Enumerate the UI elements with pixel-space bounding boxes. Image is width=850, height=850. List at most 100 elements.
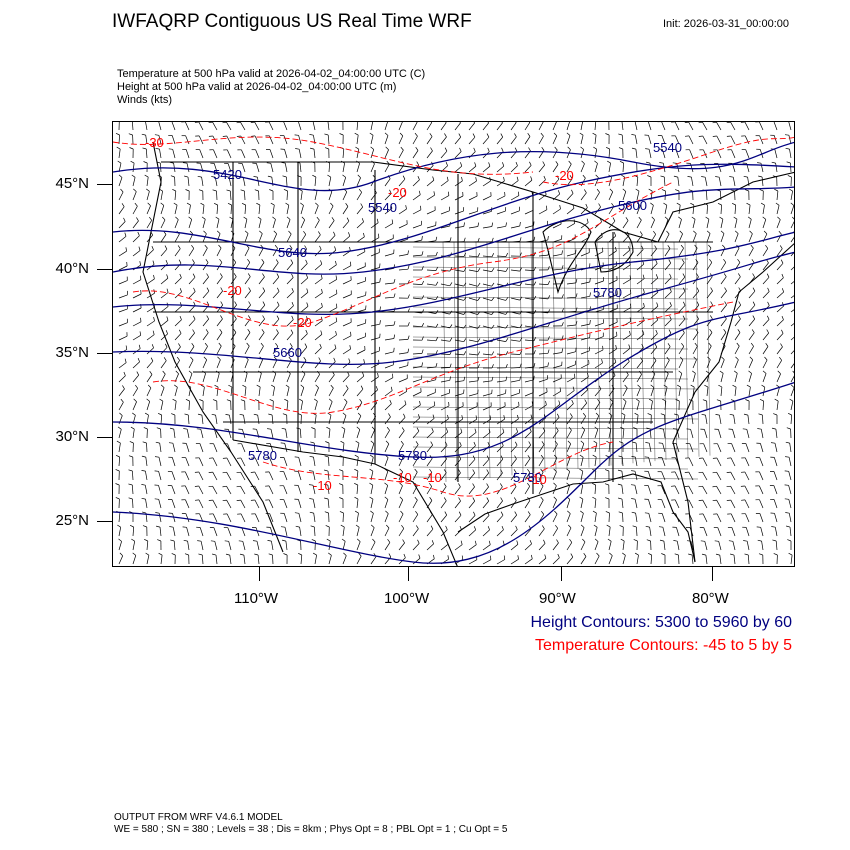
wind-barb [742, 526, 750, 537]
wind-barb [762, 287, 770, 299]
wind-barb [142, 525, 148, 537]
wind-barb [370, 278, 381, 285]
wind-barb [356, 552, 362, 565]
wind-barb [342, 331, 352, 341]
wind-barb [309, 498, 316, 509]
wind-barb [324, 469, 330, 481]
wind-barb [731, 202, 737, 215]
wind-barb [300, 302, 309, 313]
county-line [497, 241, 502, 477]
wind-barb [314, 260, 323, 271]
wind-barb [280, 442, 288, 453]
wind-barb [729, 176, 736, 187]
wind-barb [202, 259, 209, 271]
wind-barb [454, 363, 466, 369]
wind-barb [296, 539, 302, 551]
wind-barb [118, 217, 126, 229]
wind-barb [250, 471, 260, 481]
wind-barb [660, 413, 666, 425]
county-line [442, 241, 447, 483]
wind-barb [788, 122, 792, 131]
wind-barb [621, 122, 624, 131]
wind-barb [132, 289, 142, 299]
wind-barb [510, 161, 518, 173]
wind-barb [200, 202, 205, 215]
lat-tick [97, 184, 112, 185]
wind-barb [325, 525, 330, 537]
wind-barb [592, 454, 597, 467]
wind-barb [713, 149, 722, 159]
wind-barb [650, 370, 656, 383]
wind-barb [200, 384, 205, 397]
wind-barb [658, 512, 666, 523]
wind-barb [774, 188, 779, 201]
wind-barb [440, 511, 448, 523]
wind-barb [636, 384, 641, 397]
wind-barb [272, 273, 280, 285]
wind-barb [412, 525, 419, 537]
wind-barb [214, 384, 219, 397]
wind-barb [426, 266, 439, 271]
wind-barb [342, 276, 352, 285]
wind-barb [566, 321, 578, 327]
wind-barb [566, 496, 571, 509]
wind-barb [482, 268, 495, 272]
wind-barb [524, 511, 531, 523]
wind-barb [300, 274, 309, 285]
wind-barb [426, 206, 436, 215]
wind-barb [720, 230, 725, 243]
wind-barb [314, 302, 323, 313]
wind-barb [757, 428, 764, 439]
wind-barb [566, 440, 572, 453]
wind-barb [762, 301, 770, 313]
wind-barb [468, 351, 481, 356]
wind-barb [356, 188, 362, 201]
wind-barb [183, 539, 190, 551]
wind-barb [510, 252, 522, 257]
wind-barb [370, 320, 381, 327]
wind-barb [732, 384, 737, 397]
wind-barb [788, 552, 793, 565]
wind-barb [726, 135, 736, 145]
wind-barb [258, 342, 264, 355]
temperature-contour [542, 136, 794, 186]
height-contour [113, 231, 794, 316]
wind-barb [244, 328, 251, 341]
wind-barb [741, 513, 750, 523]
wind-barb [650, 343, 658, 355]
wind-barb [748, 356, 754, 369]
wind-barb [116, 440, 121, 453]
wind-barb [384, 321, 396, 327]
wind-barb [566, 146, 571, 159]
wind-barb [171, 413, 176, 425]
wind-barb [183, 428, 190, 439]
wind-barb [646, 427, 652, 439]
wind-barb [618, 511, 624, 523]
wind-barb [174, 329, 182, 341]
wind-barb [132, 275, 142, 285]
wind-barb [412, 414, 421, 425]
wind-barb [482, 253, 495, 258]
wind-barb [130, 426, 135, 439]
wind-barb [115, 132, 120, 145]
wind-barb [664, 356, 670, 369]
wind-barb [342, 188, 348, 201]
wind-barb [618, 455, 624, 467]
wind-barb [496, 415, 505, 425]
wind-barb [194, 471, 204, 481]
wind-barb [699, 527, 708, 537]
wind-barb [155, 512, 162, 523]
wind-barb [326, 426, 331, 439]
wind-barb [510, 206, 520, 215]
wind-barb [776, 302, 785, 313]
wind-barb [592, 510, 597, 523]
wind-barb [454, 267, 467, 272]
wind-barb [115, 483, 120, 495]
wind-barb [510, 389, 521, 397]
wind-barb [171, 122, 176, 131]
wind-barb [294, 134, 302, 145]
county-line [563, 241, 568, 470]
wind-barb [538, 295, 551, 300]
wind-barb [237, 443, 246, 453]
wind-barb [675, 189, 680, 200]
